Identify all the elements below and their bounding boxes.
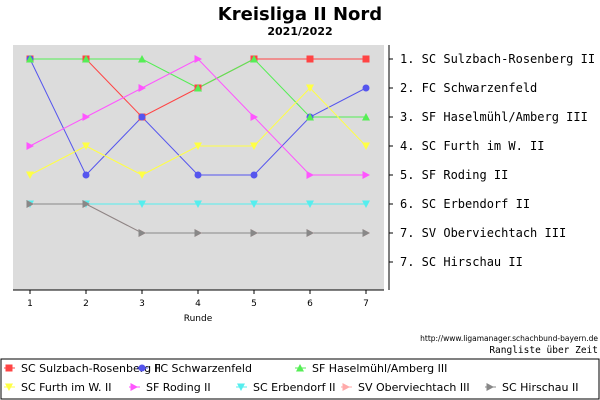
data-point-sf-roding-ii xyxy=(250,113,258,121)
data-point-fc-schwarzenfeld xyxy=(82,171,90,179)
x-tick-label: 5 xyxy=(251,299,257,309)
x-axis-label: Runde xyxy=(184,314,213,324)
data-point-sc-furth-im-w-ii xyxy=(362,142,370,150)
data-point-sf-haselmuehl-amberg-iii xyxy=(194,84,202,92)
x-tick-label: 6 xyxy=(307,299,313,309)
data-point-sc-furth-im-w-ii xyxy=(250,142,258,150)
chart-subtitle: 2021/2022 xyxy=(267,25,332,38)
chart-caption: Rangliste über Zeit xyxy=(489,345,598,356)
data-point-sf-roding-ii xyxy=(82,113,90,121)
rank-label: 2. FC Schwarzenfeld xyxy=(400,81,537,95)
x-tick-label: 7 xyxy=(363,299,369,309)
data-point-fc-schwarzenfeld xyxy=(194,171,202,179)
legend-label: SV Oberviechtach III xyxy=(358,381,470,394)
data-point-sc-hirschau-ii xyxy=(138,229,146,237)
data-point-sc-furth-im-w-ii xyxy=(82,142,90,150)
data-point-sc-hirschau-ii xyxy=(26,200,34,208)
x-tick-label: 1 xyxy=(27,299,33,309)
legend-marker-sc-sulzbach-rosenberg-ii xyxy=(5,364,13,372)
rank-label: 5. SF Roding II xyxy=(400,168,508,182)
legend-label: SC Sulzbach-Rosenberg II xyxy=(21,362,161,375)
legend-label: SC Furth im W. II xyxy=(21,381,112,394)
data-point-sf-roding-ii xyxy=(306,171,314,179)
data-point-sc-erbendorf-ii xyxy=(194,200,202,208)
legend-marker-sf-haselmuehl-amberg-iii xyxy=(296,364,304,372)
rank-label: 4. SC Furth im W. II xyxy=(400,139,545,153)
rank-label: 1. SC Sulzbach-Rosenberg II xyxy=(400,52,595,66)
legend-label: FC Schwarzenfeld xyxy=(154,362,252,375)
data-point-sc-erbendorf-ii xyxy=(306,200,314,208)
data-point-sf-haselmuehl-amberg-iii xyxy=(250,55,258,63)
x-tick-label: 4 xyxy=(195,299,201,309)
data-point-sf-haselmuehl-amberg-iii xyxy=(362,113,370,121)
legend-label: SC Erbendorf II xyxy=(253,381,335,394)
data-point-fc-schwarzenfeld xyxy=(362,84,370,92)
data-point-sf-roding-ii xyxy=(26,142,34,150)
plot-area xyxy=(13,45,384,290)
legend-label: SF Roding II xyxy=(146,381,211,394)
legend-marker-sv-oberviechtach-iii xyxy=(342,383,350,391)
data-point-sc-furth-im-w-ii xyxy=(138,171,146,179)
legend-marker-fc-schwarzenfeld xyxy=(138,364,146,372)
data-point-sc-erbendorf-ii xyxy=(250,200,258,208)
x-tick-label: 2 xyxy=(83,299,89,309)
data-point-sc-erbendorf-ii xyxy=(138,200,146,208)
data-point-sc-furth-im-w-ii xyxy=(26,171,34,179)
rank-label: 7. SV Oberviechtach III xyxy=(400,226,566,240)
data-point-sf-haselmuehl-amberg-iii xyxy=(82,55,90,63)
data-point-sc-sulzbach-rosenberg-ii xyxy=(306,55,314,63)
legend-label: SC Hirschau II xyxy=(502,381,578,394)
data-point-sc-hirschau-ii xyxy=(306,229,314,237)
data-point-sf-roding-ii xyxy=(194,55,202,63)
data-point-sc-hirschau-ii xyxy=(82,200,90,208)
rank-label: 6. SC Erbendorf II xyxy=(400,197,530,211)
data-point-sf-roding-ii xyxy=(138,84,146,92)
chart-title: Kreisliga II Nord xyxy=(218,4,382,25)
data-point-sf-haselmuehl-amberg-iii xyxy=(26,55,34,63)
data-point-sc-furth-im-w-ii xyxy=(194,142,202,150)
legend-marker-sc-hirschau-ii xyxy=(486,383,494,391)
rank-label: 3. SF Haselmühl/Amberg III xyxy=(400,110,588,124)
data-point-sc-sulzbach-rosenberg-ii xyxy=(362,55,370,63)
data-point-sc-hirschau-ii xyxy=(194,229,202,237)
data-point-sc-hirschau-ii xyxy=(250,229,258,237)
x-tick-label: 3 xyxy=(139,299,145,309)
rank-label: 7. SC Hirschau II xyxy=(400,255,523,269)
data-point-sf-haselmuehl-amberg-iii xyxy=(138,55,146,63)
legend-marker-sc-furth-im-w-ii xyxy=(5,383,13,391)
source-url: http://www.ligamanager.schachbund-bayern… xyxy=(420,334,598,343)
legend-label: SF Haselmühl/Amberg III xyxy=(312,362,447,375)
data-point-sc-hirschau-ii xyxy=(362,229,370,237)
data-point-fc-schwarzenfeld xyxy=(138,113,146,121)
data-point-sc-erbendorf-ii xyxy=(362,200,370,208)
data-point-sc-furth-im-w-ii xyxy=(306,84,314,92)
data-point-sf-haselmuehl-amberg-iii xyxy=(306,113,314,121)
data-point-sf-roding-ii xyxy=(362,171,370,179)
legend-marker-sc-erbendorf-ii xyxy=(237,383,245,391)
legend-marker-sf-roding-ii xyxy=(130,383,138,391)
data-point-fc-schwarzenfeld xyxy=(250,171,258,179)
